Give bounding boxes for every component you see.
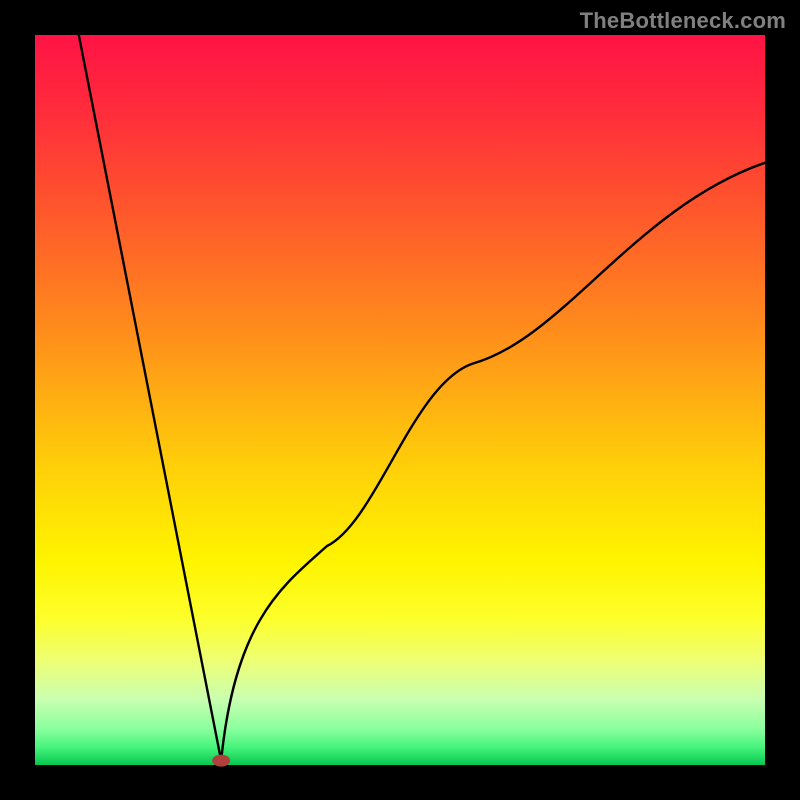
gradient-background — [35, 35, 765, 765]
watermark-text: TheBottleneck.com — [580, 8, 786, 34]
chart-svg — [0, 0, 800, 800]
minimum-dot — [212, 755, 230, 767]
chart-canvas — [0, 0, 800, 800]
